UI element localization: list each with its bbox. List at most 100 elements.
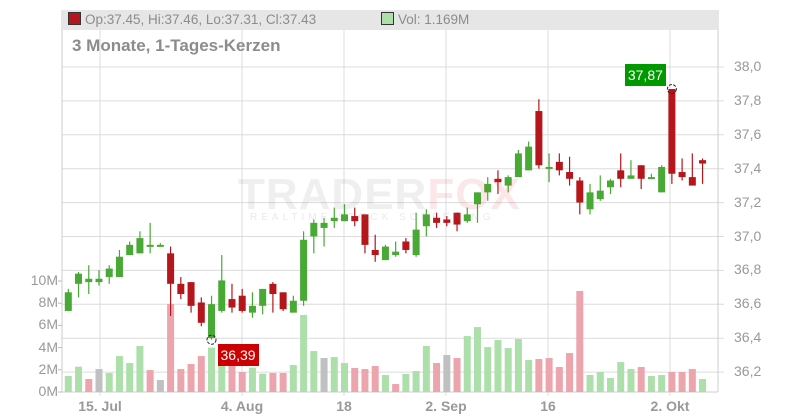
volume-bar: [699, 379, 707, 392]
volume-tick-label: 2M: [38, 360, 58, 377]
volume-bar: [627, 369, 635, 392]
volume-bar: [218, 359, 226, 392]
volume-bar: [187, 364, 195, 392]
price-tick-label: 38,0: [734, 58, 762, 74]
volume-bar: [197, 356, 205, 392]
volume-bar: [576, 290, 584, 392]
low-price-tag: 36,39: [217, 343, 259, 366]
candle-body: [647, 177, 655, 180]
price-tick-label: 36,4: [734, 329, 762, 346]
date-tick-label: 4. Aug: [220, 398, 264, 414]
volume-tick-label: 0M: [38, 383, 58, 399]
candle-body: [218, 280, 226, 311]
volume-bar: [238, 372, 246, 392]
candle-body: [371, 249, 379, 256]
watermark-brand: TRADER: [238, 170, 428, 219]
volume-bar: [136, 346, 144, 392]
volume-tick-label: 6M: [38, 316, 58, 333]
candle-body: [289, 300, 297, 313]
volume-bar: [688, 369, 696, 392]
candle-body: [310, 222, 318, 237]
volume-bar: [555, 367, 563, 392]
volume-bar: [392, 384, 400, 392]
volume-bar: [566, 353, 574, 392]
candle-body: [525, 146, 533, 171]
candle-body: [504, 177, 512, 186]
volume-bar: [525, 360, 533, 392]
volume-bar: [678, 372, 686, 392]
volume-tick-label: 4M: [38, 338, 58, 355]
candle-body: [494, 178, 502, 183]
candle-body: [115, 256, 123, 278]
ohlc-swatch: [68, 12, 81, 25]
candle-body: [637, 165, 645, 179]
candle-body: [146, 244, 154, 247]
candle-body: [678, 172, 686, 178]
volume-swatch: [381, 12, 394, 25]
candle-body: [576, 180, 584, 203]
candle-body: [392, 251, 400, 256]
price-tick-label: 36,8: [734, 261, 762, 278]
volume-bar: [606, 378, 614, 392]
candle-body: [341, 214, 349, 222]
candle-body: [688, 177, 696, 186]
volume-bar: [668, 372, 676, 392]
volume-bar: [259, 373, 267, 392]
price-tick-label: 37,4: [734, 159, 762, 176]
high-marker: [666, 84, 677, 95]
chart-title: 3 Monate, 1-Tages-Kerzen: [72, 36, 281, 55]
candle-body: [320, 222, 328, 228]
candle-body: [463, 214, 471, 222]
candle-body: [300, 239, 308, 301]
candle-body: [64, 292, 72, 311]
volume-bar: [443, 355, 451, 392]
volume-bar: [341, 363, 349, 392]
volume-bar: [463, 336, 471, 392]
watermark-brand-accent: FOX: [427, 170, 521, 219]
volume-bar: [504, 348, 512, 392]
price-tick-label: 37,0: [734, 227, 762, 244]
volume-bar: [453, 358, 461, 392]
candle-body: [484, 183, 492, 193]
candle-body: [545, 166, 553, 169]
volume-bar: [535, 359, 543, 392]
date-tick-label: 16: [540, 398, 556, 414]
date-tick-label: 18: [336, 398, 352, 414]
candle-body: [361, 214, 369, 245]
date-tick-label: 2. Okt: [650, 398, 690, 414]
volume-bar: [300, 314, 308, 392]
candle-body: [699, 160, 707, 164]
volume-bar: [248, 367, 256, 392]
volume-bar: [494, 340, 502, 392]
volume-bar: [474, 327, 481, 392]
volume-bar: [95, 369, 103, 392]
volume-value: Vol: 1.169M: [398, 12, 470, 27]
candle-body: [402, 241, 410, 250]
candle-body: [269, 283, 277, 294]
candle-body: [453, 212, 461, 225]
volume-bar: [85, 379, 93, 392]
candle-body: [555, 161, 563, 171]
volume-bar: [105, 373, 113, 392]
candle-body: [566, 172, 574, 179]
volume-bar: [586, 375, 594, 392]
candle-body: [606, 180, 614, 188]
price-tick-label: 37,6: [734, 125, 762, 142]
price-tick-label: 36,6: [734, 295, 762, 312]
candle-body: [535, 111, 543, 166]
price-tick-label: 37,8: [734, 91, 762, 108]
candle-body: [126, 244, 134, 256]
candle-body: [167, 253, 175, 284]
volume-bar: [167, 303, 175, 392]
volume-bar: [310, 351, 318, 392]
volume-bar: [596, 372, 604, 392]
volume-bar: [115, 356, 123, 392]
volume-bar: [64, 376, 72, 392]
volume-bar: [381, 375, 389, 392]
volume-tick-label: 10M: [30, 272, 58, 288]
candle-body: [596, 190, 604, 200]
volume-bar: [320, 358, 328, 392]
price-tick-label: 36,2: [734, 363, 762, 380]
volume-bar: [637, 367, 645, 392]
